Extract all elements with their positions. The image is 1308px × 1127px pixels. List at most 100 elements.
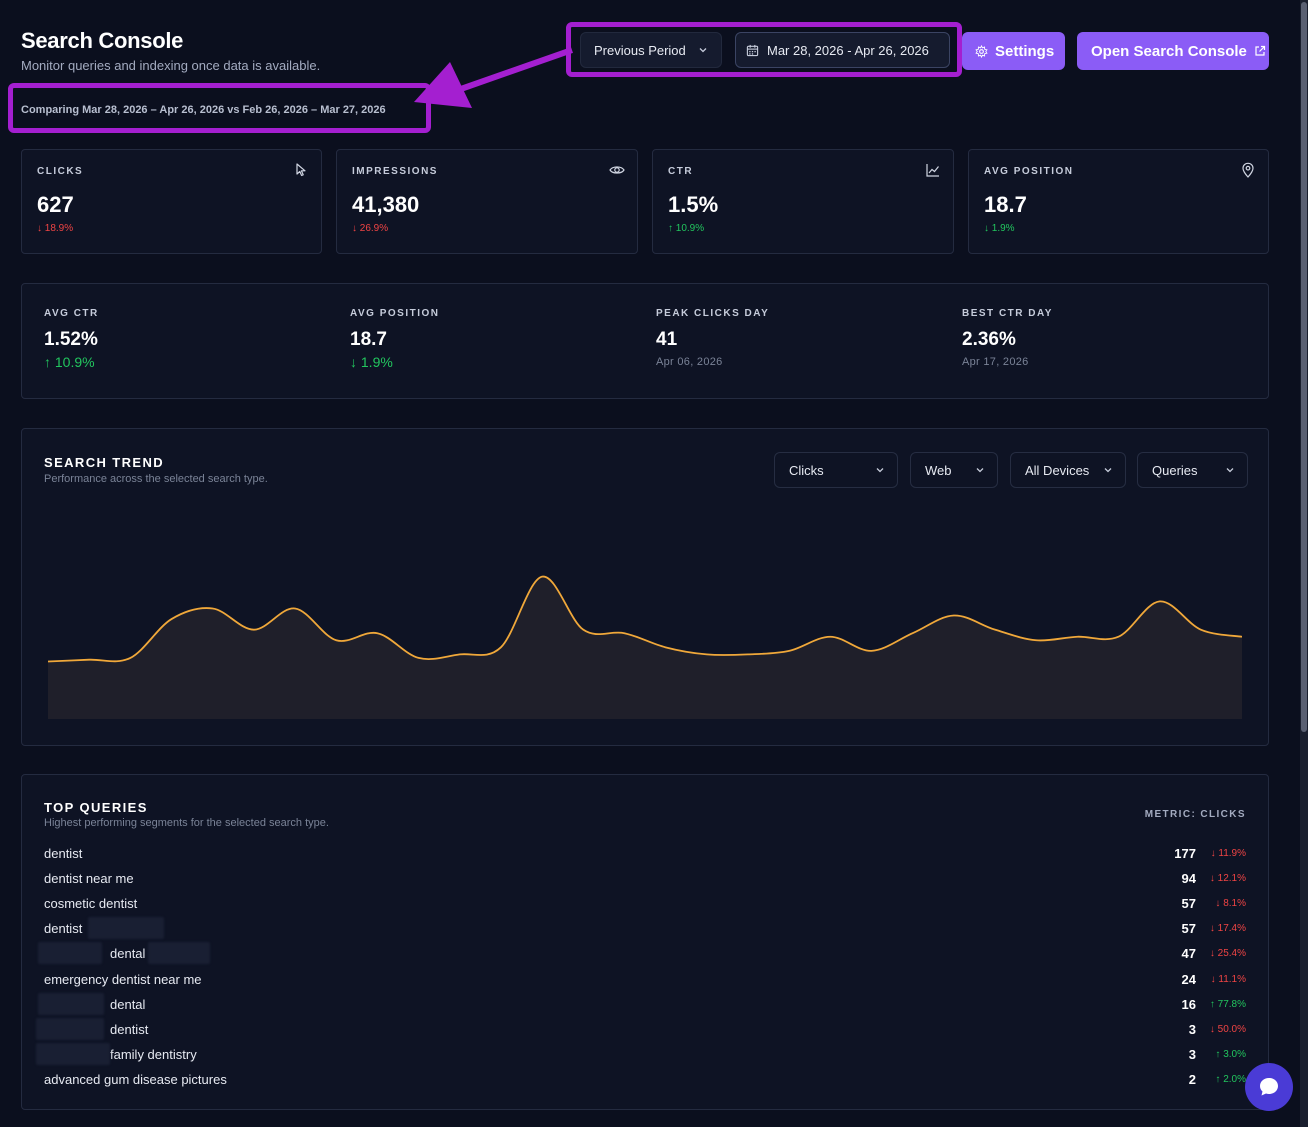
stat-label: IMPRESSIONS bbox=[352, 166, 438, 177]
redacted-text bbox=[36, 1042, 110, 1065]
stat-card-impressions: IMPRESSIONS 41,380 ↓ 26.9% bbox=[336, 149, 638, 254]
query-change: ↓ 11.1% bbox=[1210, 973, 1246, 985]
open-search-console-label: Open Search Console bbox=[1091, 42, 1247, 60]
query-text: dental bbox=[110, 996, 146, 1012]
redacted-text bbox=[148, 942, 210, 965]
query-clicks: 94 bbox=[1181, 871, 1196, 887]
stat-value: 18.7 bbox=[984, 192, 1027, 217]
query-change: ↑ 3.0% bbox=[1215, 1048, 1246, 1060]
stat-card-avg-position: AVG POSITION 18.7 ↓ 1.9% bbox=[968, 149, 1269, 254]
query-change: ↓ 50.0% bbox=[1209, 1023, 1246, 1035]
line-chart-icon bbox=[926, 164, 939, 177]
summary-panel: AVG CTR 1.52% ↑ 10.9% AVG POSITION 18.7 … bbox=[21, 283, 1269, 399]
annotation-highlight-toolbar bbox=[566, 22, 962, 77]
filter-label: Queries bbox=[1152, 462, 1198, 478]
section-title: SEARCH TREND bbox=[44, 455, 165, 470]
query-row[interactable]: advanced gum disease pictures 2 ↑ 2.0% bbox=[44, 1069, 1246, 1091]
query-change: ↓ 8.1% bbox=[1215, 898, 1246, 910]
chevron-down-icon bbox=[1104, 468, 1112, 473]
query-row[interactable]: dentist 57 ↓ 17.4% bbox=[44, 917, 1246, 940]
query-change: ↓ 11.9% bbox=[1210, 848, 1246, 859]
query-row[interactable]: dental 16 ↑ 77.8% bbox=[38, 992, 1246, 1016]
summary-label: AVG CTR bbox=[44, 308, 99, 319]
summary-label: BEST CTR DAY bbox=[962, 308, 1053, 319]
query-text: dentist bbox=[44, 921, 83, 937]
comparison-range-text: Comparing Mar 28, 2026 – Apr 26, 2026 vs… bbox=[21, 104, 386, 116]
section-title: TOP QUERIES bbox=[44, 800, 148, 815]
query-change: ↓ 25.4% bbox=[1209, 948, 1246, 960]
cursor-icon bbox=[296, 163, 306, 177]
chat-bubble-icon bbox=[1260, 1078, 1278, 1096]
query-text: dental bbox=[110, 946, 146, 962]
query-row[interactable]: cosmetic dentist 57 ↓ 8.1% bbox=[44, 893, 1246, 915]
calendar-icon bbox=[746, 44, 759, 56]
date-range-picker[interactable]: Mar 28, 2026 - Apr 26, 2026 bbox=[735, 32, 950, 68]
query-change: ↓ 17.4% bbox=[1209, 923, 1246, 935]
stat-change: ↓ 26.9% bbox=[352, 223, 389, 234]
query-clicks: 2 bbox=[1188, 1071, 1196, 1087]
date-range-label: Mar 28, 2026 - Apr 26, 2026 bbox=[767, 42, 929, 58]
query-change: ↑ 2.0% bbox=[1215, 1073, 1246, 1085]
query-change: ↑ 77.8% bbox=[1209, 998, 1246, 1010]
chat-launcher-button[interactable] bbox=[1245, 1063, 1293, 1111]
filter-label: Web bbox=[925, 462, 952, 478]
query-text: cosmetic dentist bbox=[44, 896, 138, 912]
summary-value: 1.52% bbox=[44, 329, 98, 350]
query-row[interactable]: dental 47 ↓ 25.4% bbox=[38, 942, 1246, 965]
chevron-down-icon bbox=[1226, 468, 1234, 473]
summary-value: 2.36% bbox=[962, 329, 1016, 350]
query-row[interactable]: dentist 3 ↓ 50.0% bbox=[36, 1017, 1246, 1041]
stat-change: ↓ 1.9% bbox=[984, 223, 1015, 234]
redacted-text bbox=[38, 992, 104, 1015]
redacted-text bbox=[38, 942, 102, 965]
query-text: dentist near me bbox=[44, 871, 134, 887]
summary-value: 41 bbox=[656, 329, 678, 350]
section-subtitle: Performance across the selected search t… bbox=[44, 473, 268, 485]
stat-value: 627 bbox=[37, 192, 74, 217]
search-type-filter-dropdown[interactable]: Web bbox=[910, 452, 998, 488]
page-scrollbar-thumb[interactable] bbox=[1301, 2, 1307, 732]
query-clicks: 177 bbox=[1174, 846, 1196, 861]
query-row[interactable]: dentist 177 ↓ 11.9% bbox=[44, 843, 1246, 865]
chevron-down-icon bbox=[699, 48, 707, 53]
filter-label: All Devices bbox=[1025, 462, 1090, 478]
query-clicks: 57 bbox=[1181, 896, 1196, 912]
eye-icon bbox=[609, 166, 625, 174]
metric-filter-dropdown[interactable]: Clicks bbox=[774, 452, 898, 488]
query-clicks: 3 bbox=[1188, 1021, 1196, 1037]
summary-date: Apr 17, 2026 bbox=[962, 356, 1029, 368]
stat-card-clicks: CLICKS 627 ↓ 18.9% bbox=[21, 149, 322, 254]
filter-label: Clicks bbox=[789, 462, 824, 478]
top-queries-panel: TOP QUERIES Highest performing segments … bbox=[21, 774, 1269, 1110]
query-row[interactable]: dentist near me 94 ↓ 12.1% bbox=[44, 868, 1246, 890]
annotation-highlight-comparing bbox=[8, 83, 431, 133]
query-text: dentist bbox=[110, 1021, 149, 1037]
page-subtitle: Monitor queries and indexing once data i… bbox=[21, 58, 321, 73]
summary-label: AVG POSITION bbox=[350, 308, 440, 319]
search-trend-panel: SEARCH TREND Performance across the sele… bbox=[21, 428, 1269, 746]
stat-value: 1.5% bbox=[668, 192, 719, 217]
query-row[interactable]: family dentistry 3 ↑ 3.0% bbox=[36, 1042, 1246, 1066]
period-label: Previous Period bbox=[594, 42, 686, 58]
gear-icon bbox=[975, 44, 988, 58]
query-text: emergency dentist near me bbox=[44, 971, 202, 987]
settings-label: Settings bbox=[995, 42, 1055, 60]
external-link-icon bbox=[1255, 45, 1265, 56]
query-row[interactable]: emergency dentist near me 24 ↓ 11.1% bbox=[44, 969, 1246, 991]
previous-period-dropdown[interactable]: Previous Period bbox=[580, 32, 722, 68]
device-filter-dropdown[interactable]: All Devices bbox=[1010, 452, 1126, 488]
stat-value: 41,380 bbox=[352, 192, 420, 217]
open-search-console-button[interactable]: Open Search Console bbox=[1077, 32, 1269, 70]
dimension-filter-dropdown[interactable]: Queries bbox=[1137, 452, 1248, 488]
stat-label: CTR bbox=[668, 166, 694, 177]
chevron-down-icon bbox=[876, 468, 884, 473]
settings-button[interactable]: Settings bbox=[962, 32, 1065, 70]
query-clicks: 57 bbox=[1181, 921, 1196, 937]
stat-change: ↓ 18.9% bbox=[37, 223, 74, 234]
section-subtitle: Highest performing segments for the sele… bbox=[44, 817, 329, 829]
query-text: advanced gum disease pictures bbox=[44, 1071, 227, 1087]
stat-change: ↑ 10.9% bbox=[668, 223, 705, 234]
page-title: Search Console bbox=[21, 28, 184, 53]
trend-area-fill bbox=[48, 576, 1242, 719]
stat-label: CLICKS bbox=[37, 166, 84, 177]
